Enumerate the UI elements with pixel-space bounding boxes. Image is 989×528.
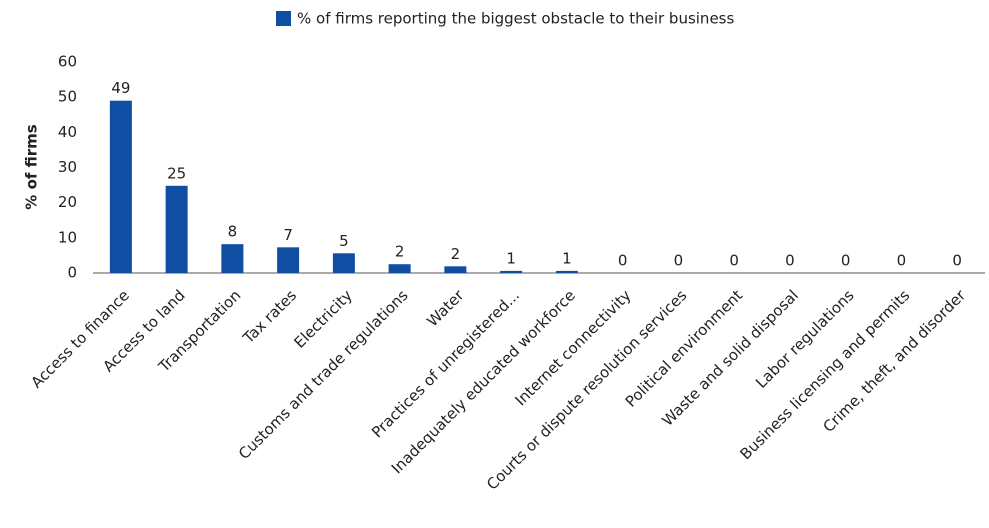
value-label: 0 xyxy=(785,252,795,270)
value-label: 2 xyxy=(451,245,461,263)
y-tick-label: 20 xyxy=(58,193,77,211)
value-label: 0 xyxy=(729,252,739,270)
y-tick-label: 30 xyxy=(58,158,77,176)
bar xyxy=(165,185,188,273)
bar xyxy=(332,253,355,273)
value-label: 1 xyxy=(506,249,516,267)
value-label: 8 xyxy=(228,223,238,241)
value-label: 0 xyxy=(674,252,684,270)
y-tick-label: 40 xyxy=(58,123,77,141)
y-tick-label: 0 xyxy=(67,264,77,282)
value-label: 49 xyxy=(111,79,130,97)
bar xyxy=(109,100,132,273)
value-label: 7 xyxy=(283,226,293,244)
bar xyxy=(221,244,244,273)
x-tick-label: Water xyxy=(423,286,468,331)
value-label: 0 xyxy=(897,252,907,270)
bar xyxy=(388,264,411,273)
value-label: 25 xyxy=(167,164,186,182)
bar xyxy=(444,266,467,273)
bar xyxy=(500,270,523,273)
x-tick-label: Labor regulations xyxy=(752,286,858,392)
value-label: 0 xyxy=(618,252,628,270)
y-tick-label: 60 xyxy=(58,53,77,71)
value-label: 5 xyxy=(339,232,349,250)
value-label: 1 xyxy=(562,249,572,267)
value-label: 0 xyxy=(841,252,851,270)
legend-swatch xyxy=(276,11,291,26)
y-tick-label: 10 xyxy=(58,228,77,246)
bar xyxy=(277,247,300,273)
legend-label: % of firms reporting the biggest obstacl… xyxy=(297,10,734,28)
x-tick-label: Courts or dispute resolution services xyxy=(483,286,690,493)
bar xyxy=(555,270,578,273)
y-axis-title: % of firms xyxy=(23,124,41,209)
value-label: 0 xyxy=(952,252,962,270)
y-tick-label: 50 xyxy=(58,88,77,106)
value-label: 2 xyxy=(395,243,405,261)
x-tick-label: Access to finance xyxy=(27,286,132,391)
